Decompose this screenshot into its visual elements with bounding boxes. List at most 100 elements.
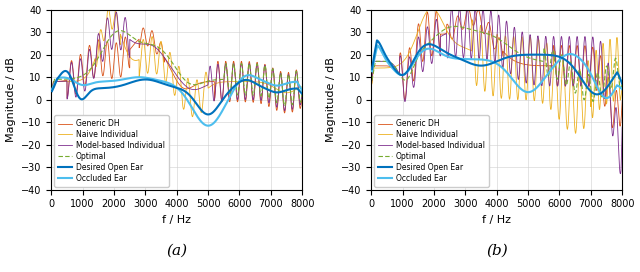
Desired Open Ear — [48, 89, 56, 93]
Generic DH — [475, 9, 483, 12]
Desired Open Ear — [373, 39, 381, 42]
Generic DH — [618, 100, 626, 103]
Model-based Individual — [144, 43, 152, 46]
Model-based Individual — [614, 120, 621, 123]
Occluded Ear — [48, 88, 56, 91]
X-axis label: f / Hz: f / Hz — [483, 215, 511, 225]
Desired Open Ear — [618, 82, 626, 85]
Naive Individual — [475, 48, 483, 52]
Naive Individual — [77, 79, 84, 82]
Desired Open Ear — [412, 55, 419, 59]
Model-based Individual — [412, 72, 419, 76]
Desired Open Ear — [204, 113, 212, 116]
Naive Individual — [298, 91, 306, 94]
Line: Optimal: Optimal — [52, 30, 302, 106]
Desired Open Ear — [593, 93, 601, 96]
Naive Individual — [92, 64, 99, 67]
Line: Model-based Individual: Model-based Individual — [52, 12, 302, 111]
Desired Open Ear — [294, 87, 301, 90]
Occluded Ear — [412, 58, 419, 61]
Line: Naive Individual: Naive Individual — [52, 9, 302, 117]
Generic DH — [155, 47, 163, 50]
Occluded Ear — [475, 58, 483, 61]
Generic DH — [587, 72, 595, 75]
Occluded Ear — [298, 89, 306, 92]
Naive Individual — [428, 7, 436, 10]
Occluded Ear — [603, 96, 611, 100]
Generic DH — [397, 51, 404, 55]
Generic DH — [609, 126, 616, 129]
Optimal — [77, 75, 84, 78]
Optimal — [267, 87, 275, 90]
Optimal — [92, 61, 99, 64]
Occluded Ear — [368, 70, 376, 73]
Optimal — [281, 104, 289, 108]
Occluded Ear — [155, 79, 163, 82]
Text: (b): (b) — [486, 244, 508, 258]
Generic DH — [267, 92, 275, 95]
Line: Optimal: Optimal — [372, 26, 622, 101]
Model-based Individual — [267, 90, 275, 93]
Generic DH — [92, 67, 99, 70]
Naive Individual — [48, 89, 56, 92]
Generic DH — [465, 6, 472, 10]
Model-based Individual — [113, 11, 120, 14]
Line: Generic DH: Generic DH — [372, 8, 622, 128]
Model-based Individual — [155, 49, 163, 52]
Text: (a): (a) — [166, 244, 188, 258]
Desired Open Ear — [368, 67, 376, 71]
Naive Individual — [368, 82, 376, 85]
Model-based Individual — [294, 76, 301, 79]
Optimal — [155, 46, 163, 49]
Y-axis label: Magnitude / dB: Magnitude / dB — [326, 57, 335, 142]
Generic DH — [294, 75, 301, 79]
Occluded Ear — [92, 81, 99, 84]
Desired Open Ear — [155, 81, 163, 84]
Occluded Ear — [464, 57, 472, 61]
Desired Open Ear — [77, 97, 84, 101]
Generic DH — [140, 26, 147, 30]
Naive Individual — [294, 87, 301, 90]
Optimal — [475, 30, 483, 33]
Desired Open Ear — [614, 71, 621, 74]
Model-based Individual — [92, 65, 99, 69]
Generic DH — [464, 6, 472, 10]
Occluded Ear — [144, 76, 152, 80]
Occluded Ear — [294, 81, 301, 84]
Model-based Individual — [475, 56, 483, 60]
Desired Open Ear — [267, 89, 275, 92]
Generic DH — [144, 44, 152, 47]
Optimal — [618, 82, 626, 85]
Desired Open Ear — [61, 69, 69, 73]
Generic DH — [77, 53, 84, 56]
Generic DH — [281, 111, 289, 115]
Generic DH — [412, 64, 419, 67]
Naive Individual — [267, 84, 275, 87]
Naive Individual — [614, 39, 621, 42]
Desired Open Ear — [464, 61, 472, 64]
Generic DH — [368, 81, 376, 84]
Occluded Ear — [77, 83, 84, 86]
Occluded Ear — [618, 88, 626, 91]
Line: Desired Open Ear: Desired Open Ear — [372, 41, 622, 94]
Model-based Individual — [281, 109, 289, 112]
Optimal — [614, 66, 621, 69]
Naive Individual — [144, 71, 152, 74]
Naive Individual — [397, 62, 404, 66]
Desired Open Ear — [298, 92, 306, 95]
Naive Individual — [412, 37, 419, 40]
Naive Individual — [464, 48, 472, 51]
Naive Individual — [618, 81, 626, 85]
Generic DH — [614, 96, 621, 99]
Y-axis label: Magnitude / dB: Magnitude / dB — [6, 57, 15, 142]
Naive Individual — [572, 132, 579, 135]
Model-based Individual — [464, 10, 472, 14]
Naive Individual — [189, 115, 196, 118]
Occluded Ear — [204, 124, 212, 127]
Line: Occluded Ear: Occluded Ear — [52, 75, 302, 126]
Desired Open Ear — [475, 64, 483, 67]
Line: Model-based Individual: Model-based Individual — [372, 8, 622, 174]
Occluded Ear — [267, 82, 275, 86]
Optimal — [452, 25, 460, 28]
Desired Open Ear — [587, 89, 595, 92]
